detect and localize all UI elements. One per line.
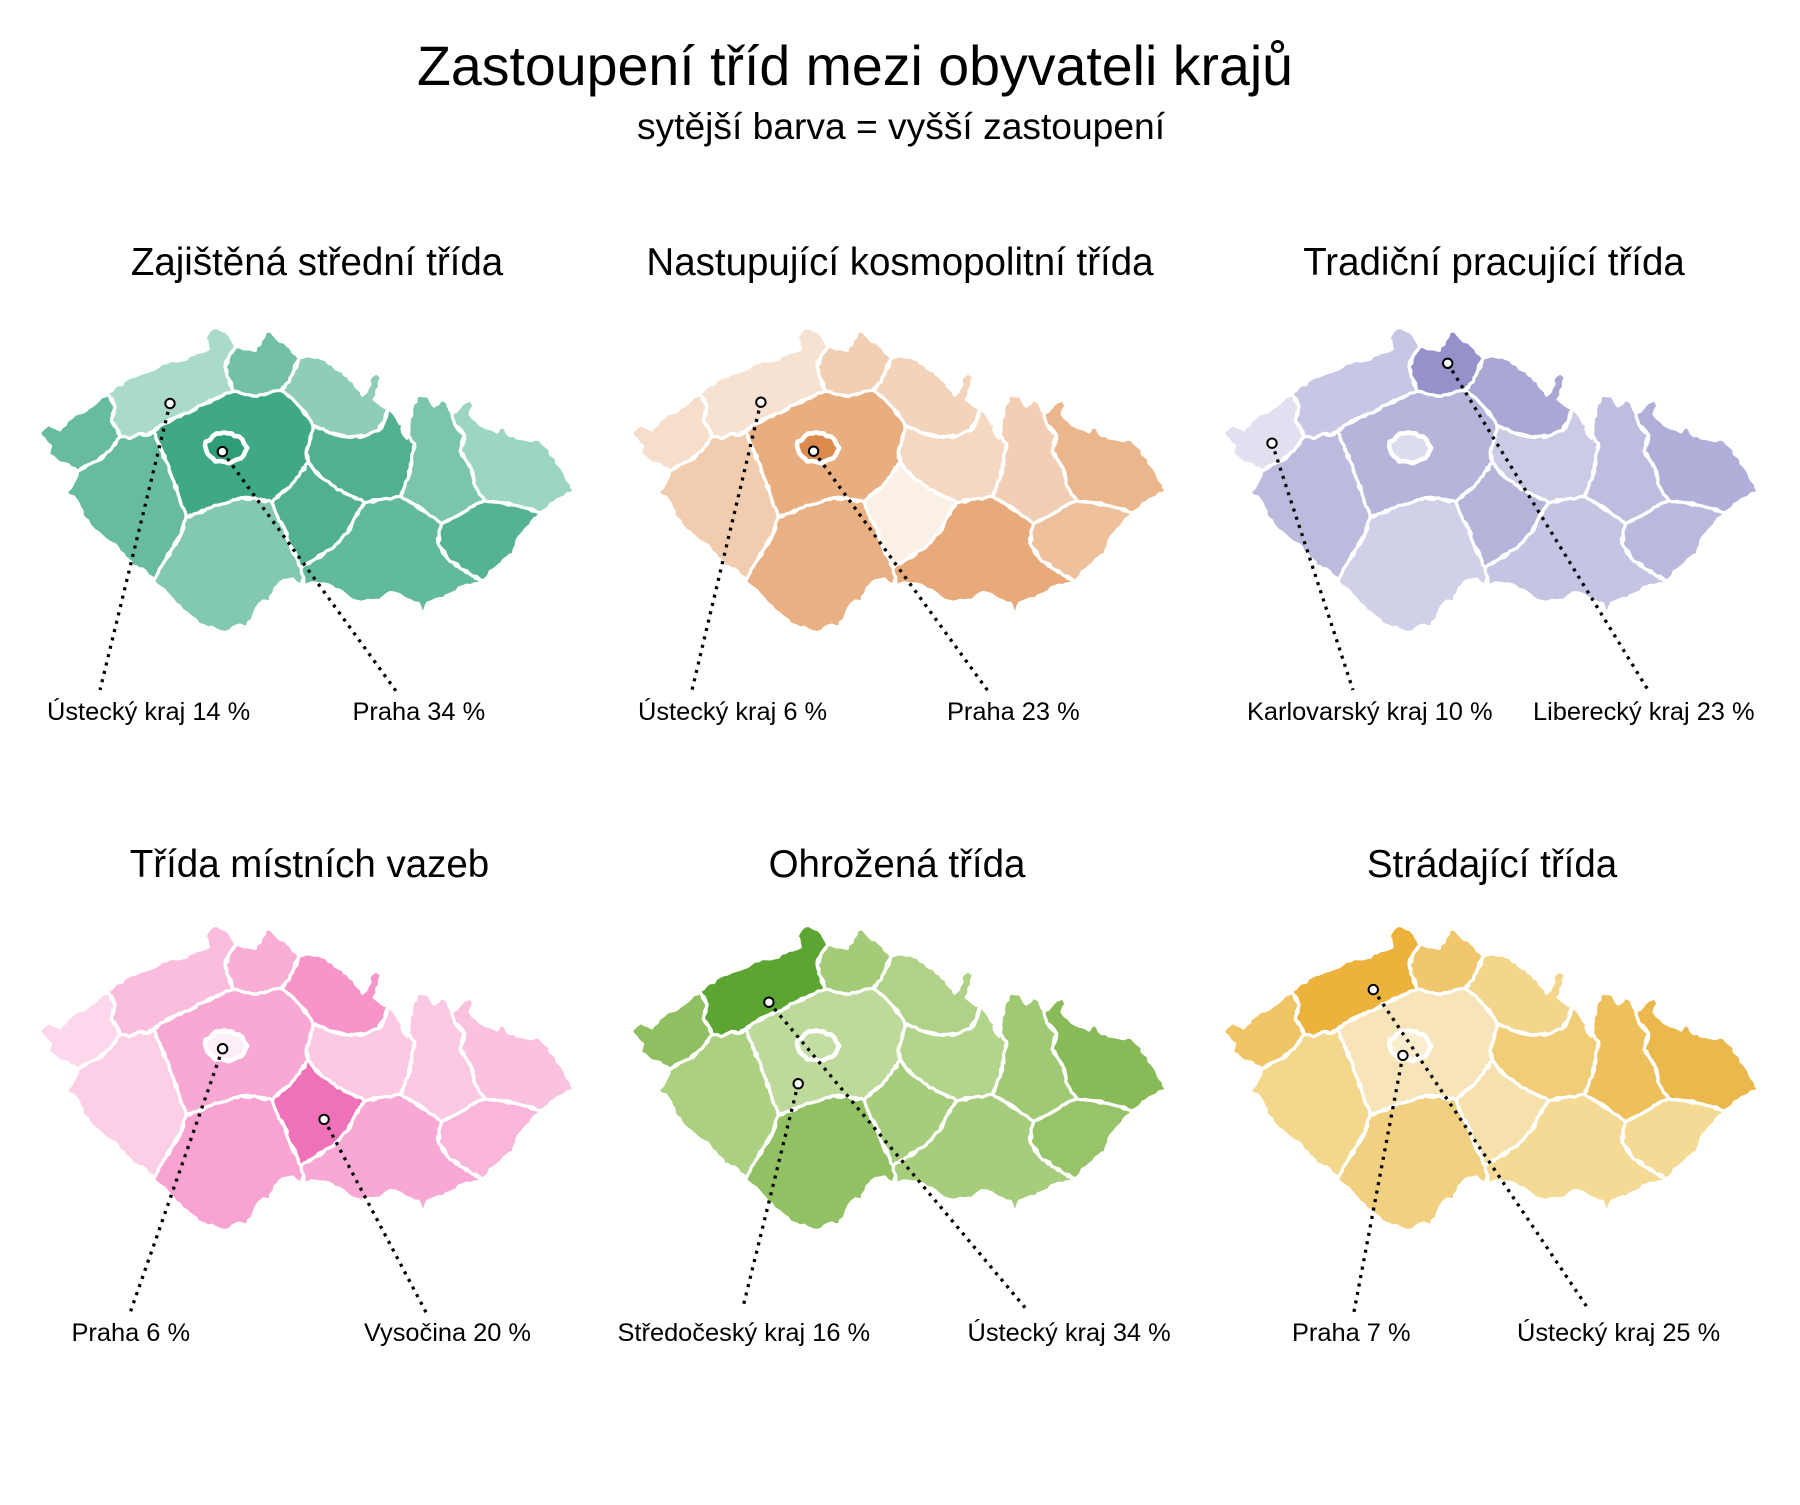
svg-text:Ohrožená třída: Ohrožená třída <box>769 843 1026 886</box>
svg-text:Zajištěná střední třída: Zajištěná střední třída <box>131 241 504 284</box>
svg-text:Tradiční pracující třída: Tradiční pracující třída <box>1303 241 1685 284</box>
svg-text:Karlovarský kraj 10 %: Karlovarský kraj 10 % <box>1247 698 1493 726</box>
svg-text:Ústecký kraj 14 %: Ústecký kraj 14 % <box>47 697 250 726</box>
svg-text:Vysočina 20 %: Vysočina 20 % <box>364 1319 531 1347</box>
svg-text:sytější barva = vyšší zastoupe: sytější barva = vyšší zastoupení <box>637 105 1166 147</box>
svg-text:Středočeský kraj 16 %: Středočeský kraj 16 % <box>618 1319 871 1347</box>
svg-text:Praha 7 %: Praha 7 % <box>1292 1319 1411 1347</box>
svg-text:Praha 6 %: Praha 6 % <box>72 1319 191 1347</box>
svg-text:Praha 34 %: Praha 34 % <box>353 698 486 726</box>
svg-text:Strádající třída: Strádající třída <box>1367 843 1618 886</box>
svg-text:Liberecký kraj 23 %: Liberecký kraj 23 % <box>1533 698 1755 726</box>
svg-text:Ústecký kraj 25 %: Ústecký kraj 25 % <box>1517 1318 1720 1347</box>
svg-text:Ústecký kraj 34 %: Ústecký kraj 34 % <box>968 1318 1171 1347</box>
svg-text:Praha 23 %: Praha 23 % <box>947 698 1080 726</box>
svg-text:Zastoupení tříd mezi obyvateli: Zastoupení tříd mezi obyvateli krajů <box>417 35 1293 97</box>
svg-text:Nastupující kosmopolitní třída: Nastupující kosmopolitní třída <box>646 241 1154 284</box>
svg-text:Třída místních vazeb: Třída místních vazeb <box>130 843 489 886</box>
svg-text:Ústecký kraj 6 %: Ústecký kraj 6 % <box>638 697 827 726</box>
